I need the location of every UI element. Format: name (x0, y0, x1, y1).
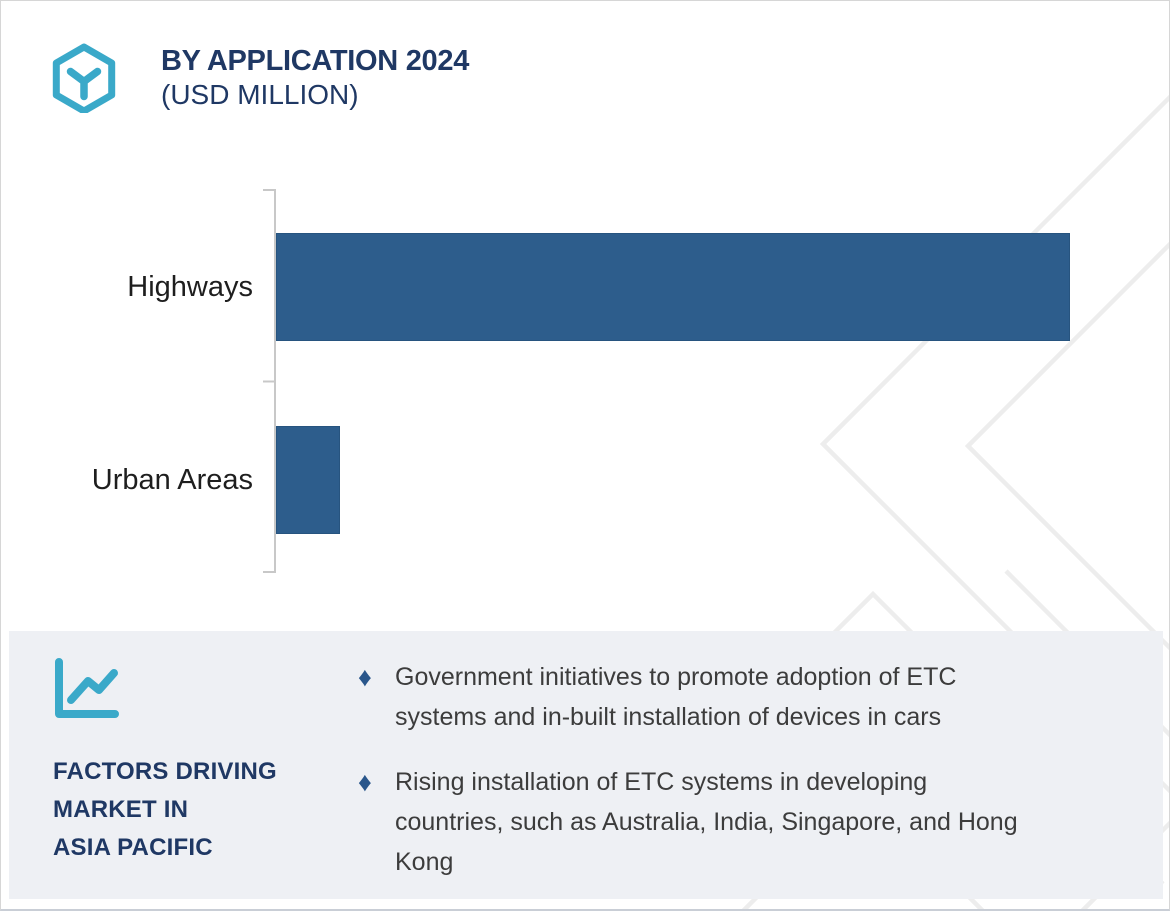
bar-urban-areas (276, 426, 340, 534)
header-titles: BY APPLICATION 2024 (USD MILLION) (161, 43, 469, 110)
trend-zigzag-stroke (67, 669, 118, 704)
chart-title: BY APPLICATION 2024 (161, 45, 470, 77)
chart-axes-stroke (55, 658, 119, 718)
hexagon-outline (52, 43, 116, 113)
factors-heading: FACTORS DRIVING MARKET IN ASIA PACIFIC (53, 758, 277, 861)
factors-panel: FACTORS DRIVING MARKET IN ASIA PACIFIC ♦… (9, 631, 1163, 899)
factors-list: ♦ Government initiatives to promote adop… (353, 657, 1143, 882)
hexagon-y-logo-icon (52, 43, 116, 113)
y-axis-line (263, 189, 276, 573)
factor-text: Rising installation of ETC systems in de… (395, 768, 1018, 876)
trend-line-chart-icon (55, 658, 119, 718)
factor-text: Government initiatives to promote adopti… (395, 663, 957, 731)
diamond-bullet-icon: ♦ (358, 767, 372, 797)
diamond-bullet-icon: ♦ (358, 662, 372, 692)
factor-item: ♦ Government initiatives to promote adop… (353, 657, 1143, 737)
category-label-highways: Highways (127, 270, 253, 303)
chart-header: BY APPLICATION 2024 (USD MILLION) (49, 43, 469, 113)
category-label-urban-areas: Urban Areas (91, 463, 253, 496)
factor-item: ♦ Rising installation of ETC systems in … (353, 762, 1143, 882)
chart-subtitle: (USD MILLION) (161, 79, 359, 110)
bar-highways (276, 233, 1070, 341)
y-glyph (66, 67, 102, 101)
